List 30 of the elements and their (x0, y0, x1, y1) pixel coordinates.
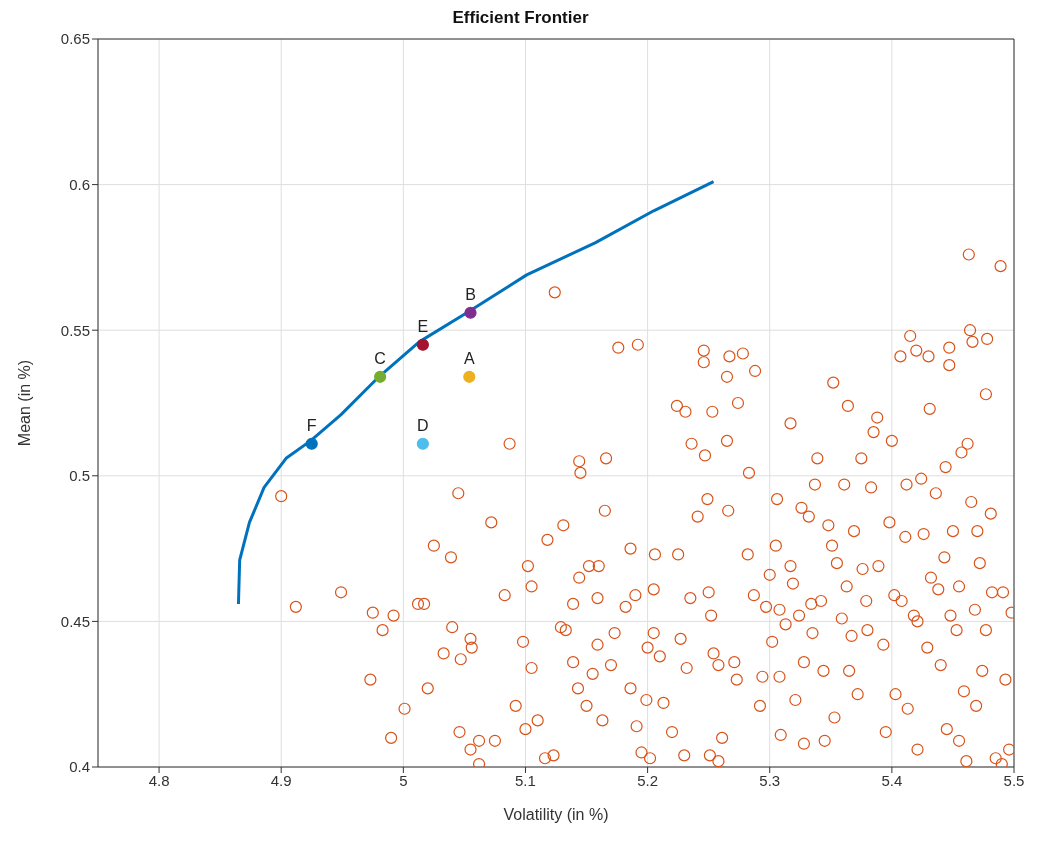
x-tick-label: 5.1 (515, 771, 536, 789)
point (416, 338, 429, 351)
x-tick-label: 5.2 (637, 771, 659, 789)
series-label: C (374, 350, 386, 368)
y-tick-label: 0.45 (60, 612, 90, 630)
x-tick-label: 5 (399, 771, 408, 789)
y-axis-title: Mean (in %) (15, 359, 33, 447)
point (374, 370, 387, 383)
y-tick-label: 0.4 (69, 758, 90, 776)
x-axis-title: Volatility (in %) (503, 806, 609, 823)
y-tick-label: 0.5 (69, 467, 90, 485)
point (463, 370, 476, 383)
x-tick-label: 4.8 (148, 771, 170, 789)
x-tick-label: 5.4 (881, 771, 903, 789)
y-tick-label: 0.65 (60, 30, 90, 48)
point (464, 306, 477, 319)
series-label: E (417, 318, 429, 336)
x-tick-label: 4.9 (270, 771, 292, 789)
chart-title: Efficient Frontier (451, 8, 590, 29)
y-tick-label: 0.55 (60, 321, 90, 339)
x-tick-label: 5.3 (759, 771, 781, 789)
series-label: A (463, 350, 475, 368)
line-series (236, 180, 716, 606)
series-label: F (306, 417, 317, 435)
y-tick-label: 0.6 (69, 175, 90, 193)
point (416, 437, 429, 450)
x-tick-label: 5.5 (1003, 771, 1025, 789)
series-label: B (465, 286, 476, 304)
point (305, 437, 318, 450)
series-label: D (417, 417, 429, 435)
